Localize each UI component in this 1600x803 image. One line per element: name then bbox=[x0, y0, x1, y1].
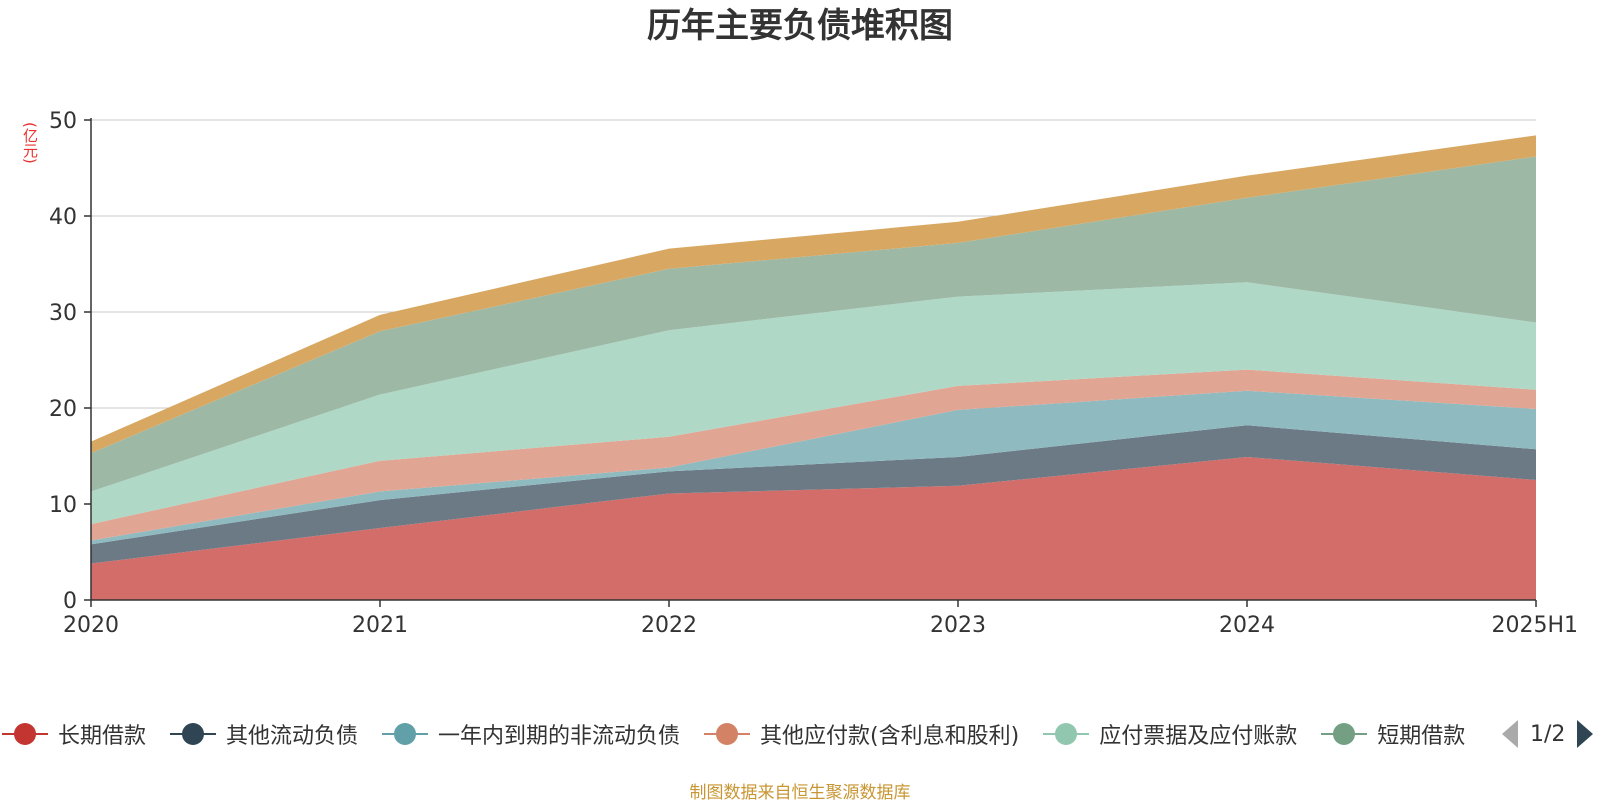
legend-marker-icon bbox=[2, 723, 48, 745]
y-tick-label: 40 bbox=[49, 205, 77, 230]
x-tick-label: 2023 bbox=[930, 613, 986, 638]
pager-next-icon[interactable] bbox=[1575, 718, 1595, 750]
legend-item[interactable]: 短期借款 bbox=[1319, 718, 1465, 750]
pager-page-indicator: 1/2 bbox=[1530, 721, 1566, 747]
y-tick-label: 0 bbox=[63, 589, 77, 614]
area-series-6 bbox=[91, 156, 1536, 492]
legend-label: 其他流动负债 bbox=[226, 724, 359, 749]
legend-item[interactable]: 其他流动负债 bbox=[168, 718, 358, 750]
x-tick-label: 2020 bbox=[63, 613, 119, 638]
legend-item[interactable]: 其他应付款(含利息和股利) bbox=[702, 718, 1019, 750]
legend-marker-icon bbox=[170, 723, 217, 745]
x-tick-label: 2022 bbox=[641, 613, 697, 638]
area-series-5 bbox=[91, 282, 1536, 525]
legend-marker-dot bbox=[14, 723, 36, 745]
y-tick-label: 50 bbox=[49, 109, 77, 134]
area-series-1 bbox=[91, 456, 1536, 600]
legend-label: 一年内到期的非流动负债 bbox=[438, 724, 681, 749]
legend-marker-dot bbox=[182, 723, 205, 745]
legend-label: 应付票据及应付账款 bbox=[1099, 724, 1298, 749]
chart-title: 历年主要负债堆积图 bbox=[647, 6, 953, 46]
area-series-7 bbox=[91, 135, 1536, 454]
legend-item[interactable]: 一年内到期的非流动负债 bbox=[380, 718, 680, 750]
legend-item[interactable]: 应付票据及应付账款 bbox=[1041, 718, 1297, 750]
legend-marker-dot bbox=[716, 723, 739, 745]
y-tick-label: 20 bbox=[49, 397, 77, 422]
legend-marker-icon bbox=[1043, 723, 1090, 745]
y-axis-unit-label: (亿元) bbox=[21, 122, 39, 164]
legend-marker-icon bbox=[382, 723, 429, 745]
legend-marker-dot bbox=[1333, 723, 1356, 745]
legend: 长期借款 其他流动负债 一年内到期的非流动负债 其他应付款(含利息和股利) 应付票据及应… bbox=[0, 716, 1480, 752]
area-series-4 bbox=[91, 369, 1536, 541]
source-note: 制图数据来自恒生聚源数据库 bbox=[689, 783, 911, 803]
area-series-3 bbox=[91, 390, 1536, 545]
y-tick-label: 10 bbox=[49, 493, 77, 518]
legend-marker-dot bbox=[394, 723, 417, 745]
legend-item[interactable]: 长期借款 bbox=[0, 718, 146, 750]
axes bbox=[84, 118, 1537, 607]
legend-pager: 1/2 bbox=[1500, 718, 1595, 750]
legend-label: 长期借款 bbox=[58, 724, 147, 749]
legend-marker-icon bbox=[1321, 723, 1368, 745]
stacked-areas bbox=[91, 135, 1536, 600]
legend-marker-icon bbox=[704, 723, 751, 745]
x-tick-label: 2024 bbox=[1219, 613, 1275, 638]
pager-prev-icon[interactable] bbox=[1500, 718, 1520, 750]
x-tick-label: 2021 bbox=[352, 613, 408, 638]
tick-labels: 0 10 20 30 40 50 2020 2021 2022 2023 2024 2025H1 bbox=[49, 109, 1578, 638]
legend-label: 其他应付款(含利息和股利) bbox=[760, 724, 1020, 749]
legend-label: 短期借款 bbox=[1377, 724, 1466, 749]
x-tick-label: 2025H1 bbox=[1491, 613, 1578, 638]
y-tick-label: 30 bbox=[49, 301, 77, 326]
legend-marker-dot bbox=[1055, 723, 1078, 745]
area-series-2 bbox=[91, 425, 1536, 564]
